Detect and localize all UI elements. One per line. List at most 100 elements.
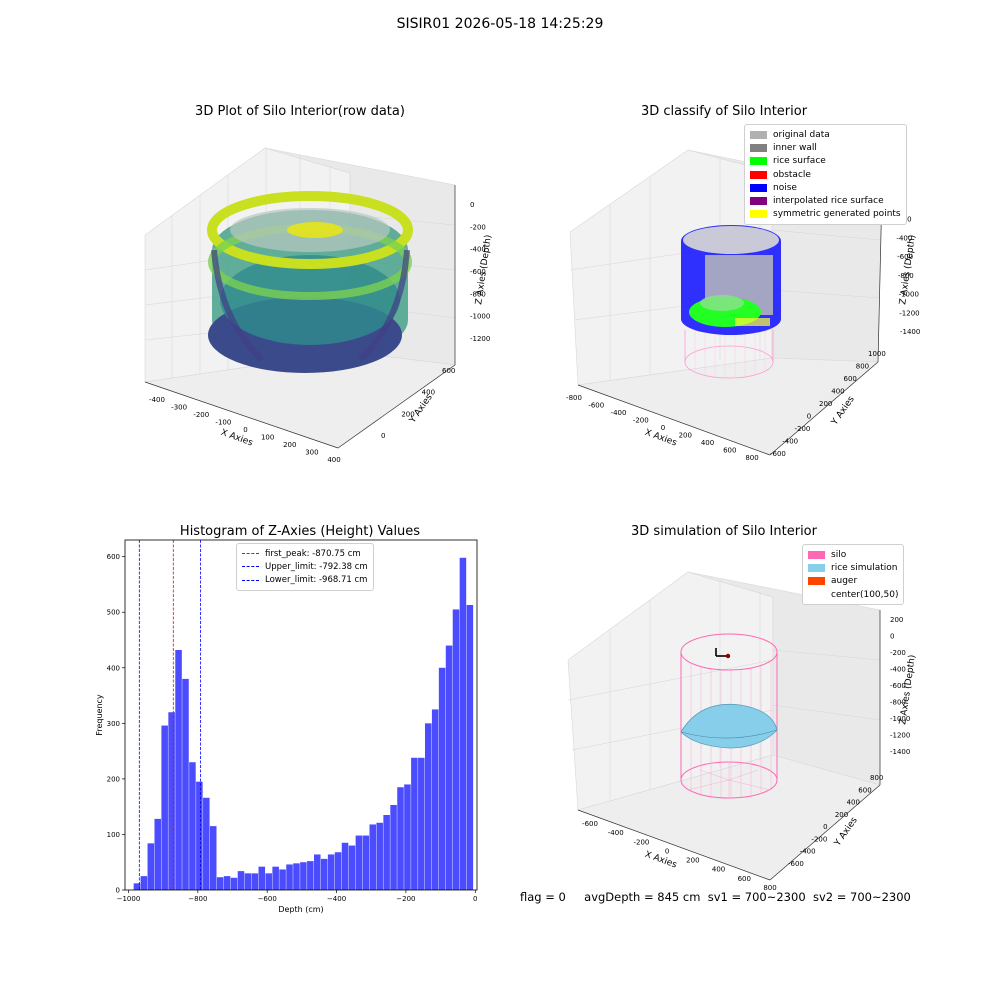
histogram-bar — [404, 784, 411, 890]
classify-legend-label: interpolated rice surface — [773, 196, 884, 207]
histogram-bar — [168, 712, 175, 890]
simulation-auger — [715, 648, 731, 659]
simulation-legend-label: rice simulation — [831, 562, 898, 573]
classify-legend-label: noise — [773, 182, 797, 193]
classify-x-tick: -800 — [566, 394, 582, 402]
raw-x-axis-label: X Axies — [219, 428, 254, 449]
histogram-x-tick-label: 0 — [473, 895, 477, 903]
histogram-bar — [452, 609, 460, 890]
simulation-plot-title: 3D simulation of Silo Interior — [631, 524, 817, 539]
histogram-bar — [203, 797, 210, 890]
histogram-legend-item: Upper_limit: -792.38 cm — [242, 560, 368, 573]
histogram-bar — [182, 678, 189, 890]
histogram-bar — [279, 869, 286, 890]
classify-legend-swatch — [750, 170, 767, 179]
histogram-bar — [418, 757, 425, 890]
classify-y-tick: 600 — [844, 375, 857, 383]
simulation-legend-label: auger — [831, 576, 858, 587]
raw-z-tick: -200 — [470, 223, 486, 231]
classify-legend-swatch — [750, 130, 767, 139]
raw-z-tick: -600 — [470, 268, 486, 276]
simulation-legend-item: auger — [808, 575, 898, 588]
raw-z-tick: -1000 — [470, 313, 490, 321]
simulation-y-tick: 0 — [823, 823, 827, 831]
histogram-bar — [362, 835, 370, 890]
histogram-bar — [175, 650, 182, 890]
classify-legend-label: inner wall — [773, 142, 817, 153]
classify-z-tick: -600 — [897, 253, 913, 261]
raw-y-tick: 600 — [442, 367, 455, 375]
histogram-bar — [355, 835, 363, 890]
simulation-x-tick: 800 — [763, 884, 776, 892]
simulation-x-tick: -600 — [582, 820, 598, 828]
classify-x-tick: -200 — [633, 417, 649, 425]
simulation-y-tick: 400 — [847, 799, 860, 807]
simulation-legend-label: center(100,50) — [831, 589, 899, 600]
simulation-x-tick: 400 — [712, 866, 725, 874]
classify-legend-label: original data — [773, 129, 830, 140]
simulation-x-tick: 0 — [665, 847, 669, 855]
histogram-bar — [466, 605, 474, 890]
simulation-legend-swatch — [808, 563, 825, 572]
histogram-y-axis-label: Frequency — [95, 694, 104, 736]
classify-legend-swatch — [750, 157, 767, 166]
simulation-z-tick: 0 — [890, 633, 894, 641]
raw-z-tick: -1200 — [470, 335, 490, 343]
histogram-bar — [223, 876, 231, 890]
simulation-z-tick: -1200 — [890, 732, 910, 740]
histogram-bar — [258, 866, 266, 890]
classify-y-tick: -400 — [782, 438, 798, 446]
histogram-legend-item: first_peak: -870.75 cm — [242, 547, 368, 560]
histogram-legend-line — [242, 566, 259, 568]
raw-y-tick: 400 — [422, 389, 435, 397]
classify-y-tick: 0 — [807, 413, 811, 421]
histogram-x-axis-label: Depth (cm) — [278, 905, 323, 914]
histogram-bar — [376, 822, 383, 890]
histogram-bar — [390, 805, 397, 890]
histogram-x-tick-label: −200 — [396, 895, 415, 903]
classify-legend-item: interpolated rice surface — [750, 194, 901, 207]
histogram-bar — [300, 862, 307, 890]
histogram-y-tick-label: 500 — [107, 609, 120, 617]
histogram-bar — [334, 852, 342, 890]
raw-x-tick: 300 — [305, 449, 318, 457]
histogram-x-tick-label: −600 — [258, 895, 277, 903]
classify-legend-item: rice surface — [750, 155, 901, 168]
histogram-title: Histogram of Z-Axies (Height) Values — [179, 524, 421, 539]
histogram-bar — [265, 873, 272, 890]
histogram-bar — [272, 866, 279, 890]
histogram-y-tick-label: 100 — [107, 831, 120, 839]
histogram-bar — [133, 883, 141, 890]
histogram-y-tick-label: 0 — [116, 887, 120, 895]
simulation-legend-item: rice simulation — [808, 561, 898, 574]
classify-x-tick: 800 — [745, 454, 758, 462]
classify-legend-item: noise — [750, 181, 901, 194]
raw-z-tick: -800 — [470, 290, 486, 298]
histogram-x-tick-label: −1000 — [117, 895, 141, 903]
simulation-x-tick: -200 — [633, 838, 649, 846]
simulation-y-tick: -200 — [811, 835, 827, 843]
histogram-bar — [411, 757, 418, 890]
histogram-bar — [209, 826, 217, 890]
classify-legend-label: obstacle — [773, 169, 811, 180]
simulation-y-tick: 600 — [858, 786, 871, 794]
histogram-y-tick-label: 400 — [107, 664, 120, 672]
raw-y-tick: 200 — [401, 410, 414, 418]
histogram-bar — [438, 667, 446, 890]
histogram-bar — [196, 781, 203, 890]
raw-plot-title: 3D Plot of Silo Interior(row data) — [195, 104, 405, 119]
simulation-3d-axes — [567, 571, 881, 881]
classify-z-tick: -1400 — [900, 328, 920, 336]
classify-legend-item: inner wall — [750, 141, 901, 154]
histogram-bar — [147, 843, 155, 890]
classify-x-tick: 400 — [701, 439, 714, 447]
classify-y-tick: -600 — [770, 450, 786, 458]
simulation-z-tick: -1400 — [890, 748, 910, 756]
classify-z-tick: -400 — [896, 234, 912, 242]
simulation-x-tick: 600 — [738, 875, 751, 883]
histogram-bar — [383, 815, 390, 890]
histogram-bar — [320, 858, 328, 890]
raw-x-tick: -100 — [215, 419, 231, 427]
simulation-legend-swatch — [808, 591, 825, 599]
classify-y-tick: 1000 — [868, 350, 886, 358]
